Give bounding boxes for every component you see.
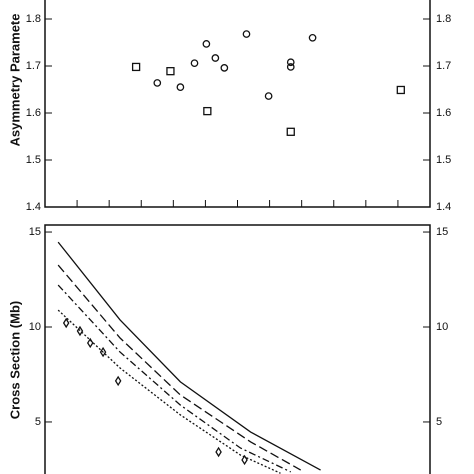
y-tick-label: 5 xyxy=(35,416,41,428)
point xyxy=(286,58,295,67)
point xyxy=(166,67,175,76)
y-tick-label: 1.7 xyxy=(436,60,451,72)
point xyxy=(131,62,141,72)
plot-frame xyxy=(44,224,431,474)
y-tick-label: 1.4 xyxy=(436,201,451,213)
y-tick-label: 1.8 xyxy=(26,13,41,25)
point xyxy=(286,63,295,71)
plot-frame xyxy=(44,0,431,208)
curve xyxy=(57,309,281,474)
y-axis-label: Cross Section (Mb) xyxy=(7,301,22,419)
point xyxy=(308,33,317,42)
y-tick-label: 1.5 xyxy=(26,154,41,166)
y-tick-label: 10 xyxy=(436,321,448,333)
point xyxy=(202,40,211,48)
point xyxy=(176,83,185,92)
y-tick-label: 1.6 xyxy=(26,107,41,119)
y-tick-label: 1.8 xyxy=(436,13,451,25)
point xyxy=(153,79,162,87)
point xyxy=(86,337,94,349)
point xyxy=(76,325,84,337)
y-tick-label: 5 xyxy=(436,416,442,428)
y-tick-label: 1.7 xyxy=(26,60,41,72)
y-tick-label: 1.5 xyxy=(436,154,451,166)
y-axis-label: Asymmetry Paramete xyxy=(7,14,22,147)
point xyxy=(220,64,229,72)
point xyxy=(215,446,222,458)
point xyxy=(62,317,70,329)
curve xyxy=(57,284,292,473)
y-tick-label: 1.4 xyxy=(26,201,41,213)
point xyxy=(99,346,107,358)
point xyxy=(264,92,273,100)
point xyxy=(396,85,405,95)
point xyxy=(242,30,251,38)
point xyxy=(190,59,199,68)
curve xyxy=(57,241,321,471)
y-tick-label: 10 xyxy=(29,321,41,333)
point xyxy=(241,454,248,466)
y-tick-label: 15 xyxy=(436,226,448,238)
y-tick-label: 1.6 xyxy=(436,107,451,119)
point xyxy=(203,106,212,116)
point xyxy=(211,54,220,62)
point xyxy=(286,127,295,136)
point xyxy=(114,375,122,387)
y-tick-label: 15 xyxy=(29,226,41,238)
